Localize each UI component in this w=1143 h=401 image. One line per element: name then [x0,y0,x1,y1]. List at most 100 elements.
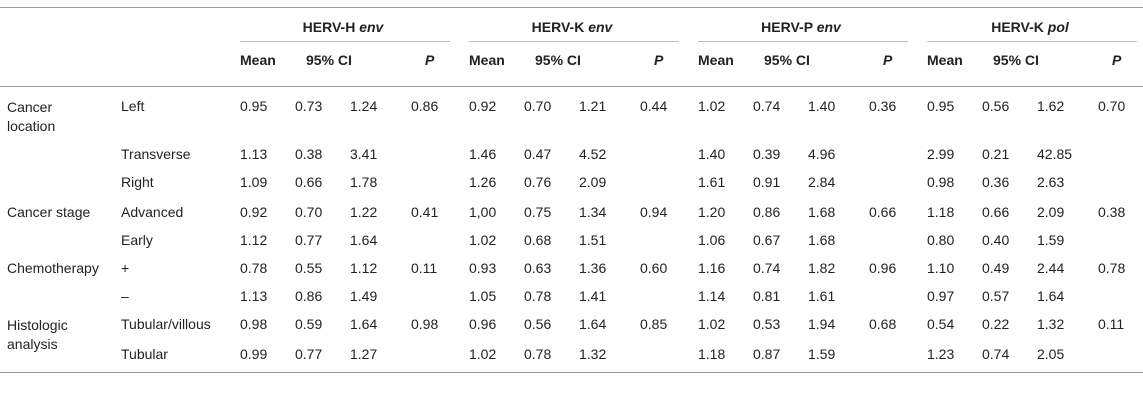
value-mean: 0.54 [927,316,955,332]
value-ci-high: 1.24 [350,98,378,114]
group-rule [698,41,908,42]
value-ci-high: 2.09 [579,174,607,190]
subheader-ci: 95% CI [764,52,810,68]
value-ci-low: 0.87 [753,346,781,362]
value-mean: 1,00 [469,204,497,220]
value-mean: 1.02 [469,346,497,362]
value-ci-high: 1.36 [579,260,607,276]
group-name: HERV-K [991,19,1044,35]
value-ci-low: 0.78 [524,288,552,304]
row-label: Transverse [121,146,191,162]
value-ci-high: 1.68 [808,232,836,248]
value-p: 0.78 [1098,260,1126,276]
row-label: – [121,288,129,304]
value-mean: 1.26 [469,174,497,190]
value-ci-high: 1.51 [579,232,607,248]
group-header: HERV-H env [243,19,443,35]
subheader-mean: Mean [927,52,963,68]
value-ci-low: 0.66 [295,174,323,190]
value-p: 0.36 [869,98,897,114]
value-ci-low: 0.67 [753,232,781,248]
value-ci-low: 0.77 [295,346,323,362]
value-ci-high: 1.61 [808,288,836,304]
value-ci-high: 1.34 [579,204,607,220]
subheader-mean: Mean [698,52,734,68]
value-ci-low: 0.70 [295,204,323,220]
value-mean: 1.12 [240,232,268,248]
value-ci-high: 1.49 [350,288,378,304]
value-p: 0.11 [411,260,438,276]
value-mean: 1.16 [698,260,726,276]
group-header: HERV-P env [701,19,901,35]
row-label: Left [121,98,145,114]
value-mean: 1.09 [240,174,268,190]
value-ci-low: 0.75 [524,204,552,220]
group-name: HERV-K [531,19,585,35]
value-mean: 0.98 [927,174,955,190]
value-mean: 1.14 [698,288,726,304]
value-ci-high: 1.64 [350,316,378,332]
value-ci-low: 0.91 [753,174,781,190]
value-ci-low: 0.22 [982,316,1010,332]
value-mean: 0.92 [240,204,268,220]
group-gene: env [359,19,384,35]
value-p: 0.70 [1098,98,1126,114]
value-p: 0.66 [869,204,897,220]
row-category: Cancer location [7,99,56,134]
value-mean: 1.13 [240,146,268,162]
value-mean: 1.05 [469,288,497,304]
value-mean: 1.02 [698,316,726,332]
value-mean: 1.06 [698,232,726,248]
subheader-p: P [1112,52,1122,68]
value-ci-low: 0.56 [524,316,552,332]
value-ci-low: 0.68 [524,232,552,248]
value-mean: 2.99 [927,146,955,162]
group-gene: pol [1047,19,1069,35]
row-category: Chemotherapy [7,260,99,276]
row-label: Advanced [121,204,184,220]
value-mean: 1.13 [240,288,268,304]
value-mean: 1.02 [698,98,726,114]
value-ci-low: 0.59 [295,316,323,332]
subheader-p: P [425,52,435,68]
value-p: 0.60 [640,260,668,276]
group-header: HERV-K env [472,19,672,35]
value-mean: 0.98 [240,316,268,332]
value-ci-high: 2.09 [1037,204,1065,220]
value-mean: 1.10 [927,260,955,276]
value-ci-low: 0.73 [295,98,323,114]
subheader-p: P [883,52,893,68]
value-mean: 0.78 [240,260,268,276]
subheader-mean: Mean [469,52,505,68]
header-bottom-rule [0,86,1143,87]
value-p: 0.86 [411,98,439,114]
group-gene: env [588,19,613,35]
value-ci-high: 42.85 [1037,146,1073,162]
value-ci-low: 0.39 [753,146,781,162]
value-ci-high: 1.68 [808,204,836,220]
value-mean: 1.18 [927,204,955,220]
value-ci-low: 0.74 [753,260,781,276]
value-mean: 1.02 [469,232,497,248]
row-category: Cancer stage [7,204,91,220]
value-ci-high: 1.62 [1037,98,1065,114]
value-ci-low: 0.70 [524,98,552,114]
value-p: 0.85 [640,316,668,332]
value-ci-high: 1.59 [808,346,836,362]
value-ci-low: 0.77 [295,232,323,248]
value-ci-low: 0.21 [982,146,1010,162]
value-p: 0.44 [640,98,668,114]
value-ci-high: 2.44 [1037,260,1065,276]
value-ci-high: 2.84 [808,174,836,190]
value-mean: 0.80 [927,232,955,248]
group-header: HERV-K pol [930,19,1130,35]
value-ci-high: 4.52 [579,146,607,162]
value-ci-high: 1.40 [808,98,836,114]
value-mean: 0.97 [927,288,955,304]
row-label: Early [121,232,153,248]
value-ci-high: 1.21 [579,98,607,114]
value-ci-high: 1.94 [808,316,836,332]
value-ci-high: 4.96 [808,146,836,162]
row-label: Right [121,174,154,190]
subheader-mean: Mean [240,52,276,68]
